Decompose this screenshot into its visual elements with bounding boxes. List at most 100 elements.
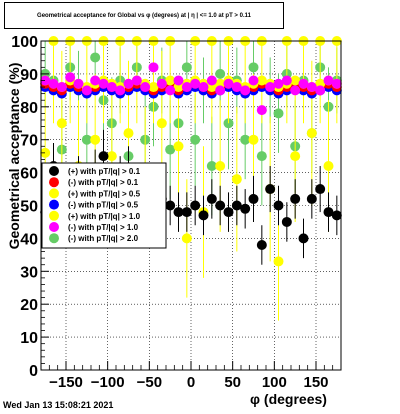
data-point: [265, 82, 276, 93]
x-tick-label: 150: [303, 374, 328, 391]
data-point: [181, 233, 192, 244]
data-point: [223, 207, 234, 218]
data-point: [181, 207, 192, 218]
data-point: [190, 200, 201, 211]
data-point: [165, 85, 176, 96]
y-tick-label: 20: [20, 297, 38, 314]
y-tick-label: 40: [20, 231, 38, 248]
data-point: [215, 68, 226, 79]
chart-title: Geometrical acceptance for Global vs φ (…: [37, 12, 251, 19]
data-point: [173, 141, 184, 152]
data-point: [123, 78, 134, 89]
data-point: [298, 233, 309, 244]
data-point: [248, 134, 259, 145]
data-point: [98, 78, 109, 89]
axis-ticks: 0 10 20 30 40 50 60 70 80 90 100 −150 −100 −50 0 50 100 1…: [11, 34, 342, 391]
data-point: [190, 134, 201, 145]
y-axis-label: Geometrical acceptance (%): [6, 62, 22, 250]
data-point: [281, 216, 292, 227]
data-point: [331, 210, 342, 221]
legend-label: (-) with pT/|q| > 2.0: [68, 234, 139, 243]
x-tick-label: −150: [49, 374, 83, 391]
data-point: [290, 193, 301, 204]
data-point: [315, 184, 326, 195]
data-point: [148, 62, 159, 73]
data-point: [90, 52, 101, 63]
legend-marker: [49, 233, 59, 244]
legend-label: (-) with pT/|q| > 0.5: [68, 201, 139, 210]
data-point: [231, 174, 242, 185]
legend-marker: [49, 199, 59, 210]
data-point: [231, 200, 242, 211]
legend-box: [41, 162, 167, 249]
data-point: [65, 72, 76, 83]
data-point: [240, 203, 251, 214]
data-point: [81, 134, 92, 145]
data-point: [240, 134, 251, 145]
data-point: [256, 151, 267, 162]
x-tick-label: 50: [224, 374, 241, 391]
legend-marker: [49, 222, 59, 232]
data-point: [248, 193, 259, 204]
data-point: [231, 82, 242, 93]
data-point: [190, 78, 201, 89]
data-point: [115, 85, 126, 96]
data-point: [315, 85, 326, 96]
data-point: [48, 78, 59, 89]
y-tick-label: 10: [20, 330, 38, 347]
data-point: [331, 78, 342, 89]
data-point: [215, 161, 226, 172]
chart-title-box: Geometrical acceptance for Global vs φ (…: [4, 2, 284, 29]
y-tick-label: 0: [29, 363, 38, 380]
data-point: [165, 200, 176, 211]
y-tick-label: 70: [20, 133, 38, 150]
data-point: [248, 62, 259, 73]
legend-marker: [49, 166, 59, 176]
data-point: [173, 207, 184, 218]
data-point: [156, 118, 167, 129]
data-point: [206, 161, 217, 172]
data-point: [215, 85, 226, 96]
data-point: [215, 200, 226, 211]
data-point: [290, 151, 301, 162]
data-point: [123, 128, 134, 139]
timestamp: Wed Jan 13 15:08:21 2021: [3, 400, 114, 410]
data-point: [248, 75, 259, 86]
data-point: [306, 193, 317, 204]
legend-label: (+) with pT/|q| > 0.1: [68, 167, 141, 176]
legend-marker: [49, 188, 59, 199]
x-axis-label: φ (degrees): [250, 391, 327, 407]
data-point: [156, 78, 167, 89]
y-tick-label: 100: [11, 34, 38, 51]
data-point: [198, 210, 209, 221]
data-point: [281, 75, 292, 86]
data-point: [206, 75, 217, 86]
data-point: [56, 118, 67, 129]
data-point: [240, 85, 251, 96]
data-point: [140, 82, 151, 93]
x-tick-label: −100: [91, 374, 125, 391]
data-point: [106, 82, 117, 93]
data-point: [306, 82, 317, 93]
data-point: [90, 75, 101, 86]
data-point: [298, 78, 309, 89]
legend-marker: [49, 177, 59, 188]
data-point: [98, 151, 109, 162]
data-point: [198, 82, 209, 93]
data-point: [165, 144, 176, 155]
data-point: [223, 78, 234, 89]
data-point: [148, 82, 159, 93]
legend-marker: [49, 210, 59, 221]
y-tick-label: 30: [20, 264, 38, 281]
data-point: [273, 256, 284, 267]
legend-label: (-) with pT/|q| > 1.0: [68, 223, 139, 232]
data-point: [256, 239, 267, 250]
legend-label: (-) with pT/|q| > 0.1: [68, 178, 139, 187]
data-point: [106, 151, 117, 162]
data-point: [90, 134, 101, 145]
legend: (+) with pT/|q| > 0.1 (-) with pT/|q| > 0…: [41, 162, 167, 249]
data-point: [81, 85, 92, 96]
data-point: [256, 105, 267, 116]
data-point: [256, 75, 267, 86]
